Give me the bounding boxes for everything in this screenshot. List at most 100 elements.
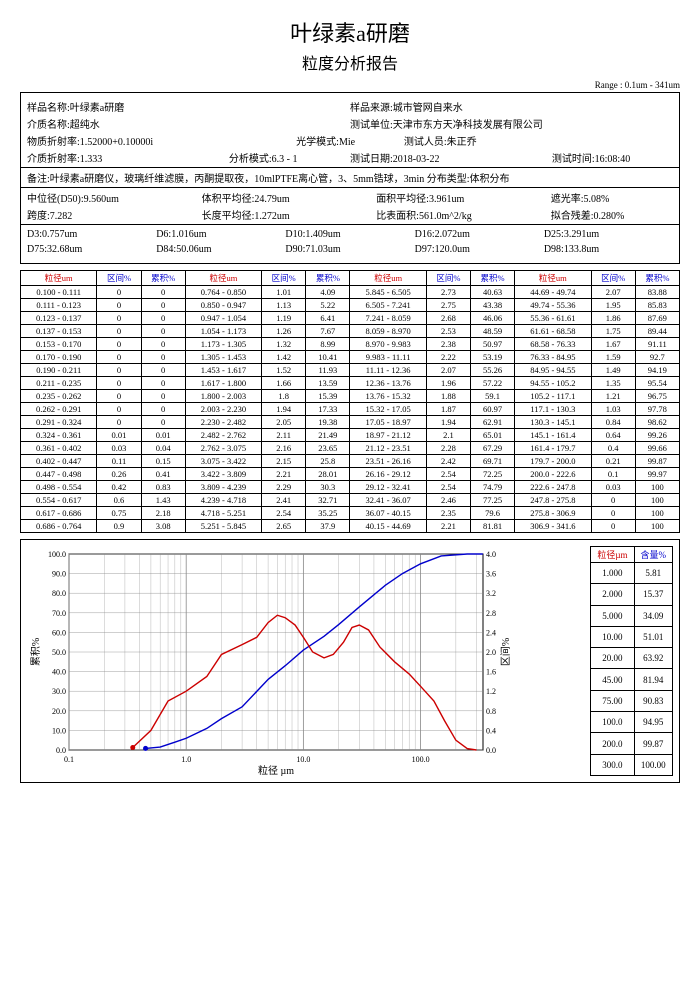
info: 分析模式:6.3 - 1 (229, 150, 350, 165)
d-value: D10:1.409um (285, 229, 414, 240)
table-cell: 1.8 (262, 390, 306, 403)
table-cell: 0.170 - 0.190 (21, 351, 97, 364)
info: 介质名称:超纯水 (27, 116, 350, 131)
table-cell: 68.58 - 76.33 (515, 338, 591, 351)
table-cell: 99.26 (635, 429, 679, 442)
table-cell: 2.07 (591, 286, 635, 299)
table-cell: 0.64 (591, 429, 635, 442)
side-header: 粒径µm (591, 547, 634, 563)
table-cell: 0 (97, 403, 141, 416)
table-cell: 0.21 (591, 455, 635, 468)
table-cell: 1.59 (591, 351, 635, 364)
table-cell: 2.41 (262, 494, 306, 507)
table-cell: 55.36 - 61.61 (515, 312, 591, 325)
table-cell: 25.8 (306, 455, 350, 468)
table-cell: 7.67 (306, 325, 350, 338)
table-cell: 72.25 (471, 468, 515, 481)
table-cell: 0.75 (97, 507, 141, 520)
info: 介质折射率:1.333 (27, 150, 229, 165)
table-cell: 2.54 (262, 507, 306, 520)
table-cell: 1.01 (262, 286, 306, 299)
svg-text:70.0: 70.0 (52, 609, 66, 618)
table-cell: 0.262 - 0.291 (21, 403, 97, 416)
table-cell: 0.4 (591, 442, 635, 455)
d-value: D84:50.06um (156, 244, 285, 255)
table-cell: 0 (591, 507, 635, 520)
table-row: 0.170 - 0.190001.305 - 1.4531.4210.419.9… (21, 351, 680, 364)
side-row: 45.0081.94 (591, 669, 673, 690)
table-cell: 100 (635, 507, 679, 520)
table-cell: 18.97 - 21.12 (350, 429, 426, 442)
distribution-table: 粒径um区间%累积%粒径um区间%累积%粒径um区间%累积%粒径um区间%累积%… (20, 270, 680, 533)
table-cell: 10.41 (306, 351, 350, 364)
table-cell: 97.78 (635, 403, 679, 416)
table-cell: 53.19 (471, 351, 515, 364)
table-cell: 0.01 (141, 429, 185, 442)
table-cell: 0.153 - 0.170 (21, 338, 97, 351)
svg-text:3.2: 3.2 (486, 589, 496, 598)
table-cell: 0 (141, 364, 185, 377)
table-cell: 21.12 - 23.51 (350, 442, 426, 455)
table-cell: 28.01 (306, 468, 350, 481)
table-header: 粒径um (515, 271, 591, 286)
table-cell: 13.59 (306, 377, 350, 390)
table-cell: 105.2 - 117.1 (515, 390, 591, 403)
table-cell: 0.947 - 1.054 (185, 312, 261, 325)
svg-text:1.2: 1.2 (486, 687, 496, 696)
info: 样品来源:城市管网自来水 (350, 99, 673, 114)
table-cell: 1.94 (262, 403, 306, 416)
table-cell: 95.54 (635, 377, 679, 390)
table-cell: 1.95 (591, 299, 635, 312)
table-cell: 0 (141, 416, 185, 429)
table-cell: 161.4 - 179.7 (515, 442, 591, 455)
table-cell: 0.324 - 0.361 (21, 429, 97, 442)
table-cell: 0 (141, 338, 185, 351)
table-cell: 0.9 (97, 520, 141, 533)
table-cell: 1.03 (591, 403, 635, 416)
table-cell: 62.91 (471, 416, 515, 429)
table-cell: 3.075 - 3.422 (185, 455, 261, 468)
table-cell: 4.239 - 4.718 (185, 494, 261, 507)
table-cell: 2.18 (141, 507, 185, 520)
info: 测试单位:天津市东方天净科技发展有限公司 (350, 116, 673, 131)
table-row: 0.554 - 0.6170.61.434.239 - 4.7182.4132.… (21, 494, 680, 507)
table-cell: 83.88 (635, 286, 679, 299)
table-cell: 0 (141, 286, 185, 299)
table-header: 累积% (471, 271, 515, 286)
table-cell: 0.111 - 0.123 (21, 299, 97, 312)
info: 拟合残差:0.280% (551, 207, 673, 222)
d-value: D97:120.0um (415, 244, 544, 255)
svg-text:3.6: 3.6 (486, 570, 496, 579)
info: 比表面积:561.0m^2/kg (376, 207, 551, 222)
info: 遮光率:5.08% (551, 190, 673, 205)
side-row: 100.094.95 (591, 712, 673, 733)
table-cell: 15.32 - 17.05 (350, 403, 426, 416)
table-cell: 77.25 (471, 494, 515, 507)
table-cell: 0.26 (97, 468, 141, 481)
svg-text:50.0: 50.0 (52, 648, 66, 657)
table-cell: 1.52 (262, 364, 306, 377)
table-header: 粒径um (21, 271, 97, 286)
table-cell: 0.291 - 0.324 (21, 416, 97, 429)
table-row: 0.262 - 0.291002.003 - 2.2301.9417.3315.… (21, 403, 680, 416)
table-cell: 60.97 (471, 403, 515, 416)
table-cell: 0.41 (141, 468, 185, 481)
table-cell: 69.71 (471, 455, 515, 468)
table-cell: 1.800 - 2.003 (185, 390, 261, 403)
table-cell: 1.67 (591, 338, 635, 351)
table-cell: 6.505 - 7.241 (350, 299, 426, 312)
table-cell: 94.55 - 105.2 (515, 377, 591, 390)
table-cell: 99.87 (635, 455, 679, 468)
table-header: 区间% (262, 271, 306, 286)
d-value: D6:1.016um (156, 229, 285, 240)
table-cell: 35.25 (306, 507, 350, 520)
table-cell: 55.26 (471, 364, 515, 377)
table-row: 0.686 - 0.7640.93.085.251 - 5.8452.6537.… (21, 520, 680, 533)
info: 物质折射率:1.52000+0.10000i (27, 133, 296, 148)
table-cell: 0.03 (97, 442, 141, 455)
table-cell: 100 (635, 481, 679, 494)
table-cell: 46.06 (471, 312, 515, 325)
svg-text:0.1: 0.1 (64, 755, 74, 764)
distribution-chart: 0.00.010.00.420.00.830.01.240.01.650.02.… (27, 546, 584, 776)
table-cell: 85.83 (635, 299, 679, 312)
